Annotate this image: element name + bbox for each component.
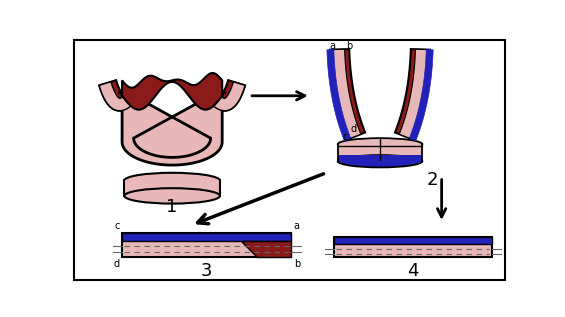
Polygon shape: [399, 49, 428, 139]
Text: b: b: [294, 259, 300, 269]
Bar: [122, 233, 292, 241]
Text: a: a: [329, 41, 335, 51]
Polygon shape: [122, 73, 222, 110]
Polygon shape: [330, 49, 365, 139]
Text: c: c: [114, 221, 120, 231]
Polygon shape: [409, 49, 433, 141]
Polygon shape: [122, 92, 222, 165]
Text: b: b: [346, 41, 353, 51]
Text: d: d: [351, 124, 357, 134]
Text: c: c: [342, 132, 347, 142]
Ellipse shape: [124, 188, 220, 204]
Polygon shape: [99, 80, 138, 111]
Bar: [124, 180, 220, 196]
Bar: [338, 155, 423, 161]
Ellipse shape: [338, 155, 423, 167]
Polygon shape: [206, 80, 245, 111]
Ellipse shape: [124, 173, 220, 188]
Polygon shape: [241, 241, 292, 257]
Polygon shape: [327, 49, 351, 141]
Bar: [334, 237, 492, 257]
Bar: [334, 237, 492, 244]
Polygon shape: [395, 49, 430, 139]
Text: 3: 3: [201, 262, 212, 280]
Ellipse shape: [338, 138, 423, 151]
Bar: [338, 144, 423, 161]
Text: 2: 2: [427, 171, 438, 190]
Polygon shape: [206, 82, 245, 111]
Bar: [122, 233, 292, 257]
Polygon shape: [332, 49, 361, 139]
Text: 4: 4: [407, 262, 419, 280]
Polygon shape: [99, 82, 138, 111]
Text: a: a: [294, 221, 300, 231]
Text: 1: 1: [167, 198, 178, 217]
Text: d: d: [114, 259, 120, 269]
